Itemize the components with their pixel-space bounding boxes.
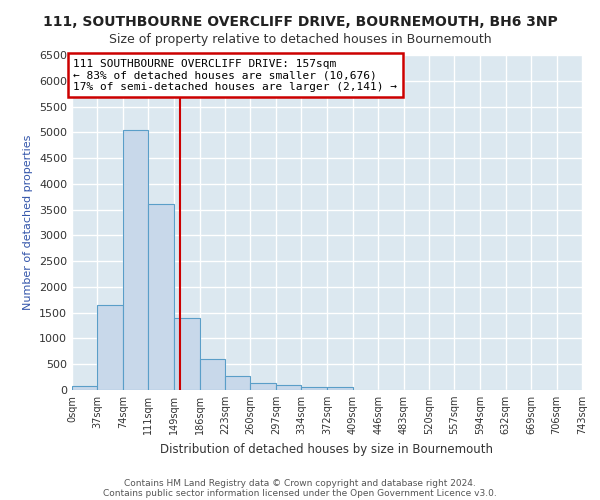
Bar <box>200 359 225 390</box>
Text: Size of property relative to detached houses in Bournemouth: Size of property relative to detached ho… <box>109 32 491 46</box>
Y-axis label: Number of detached properties: Number of detached properties <box>23 135 34 310</box>
Bar <box>225 376 250 390</box>
Text: Contains HM Land Registry data © Crown copyright and database right 2024.: Contains HM Land Registry data © Crown c… <box>124 478 476 488</box>
Bar <box>301 386 328 390</box>
Bar <box>250 383 276 390</box>
Text: 111, SOUTHBOURNE OVERCLIFF DRIVE, BOURNEMOUTH, BH6 3NP: 111, SOUTHBOURNE OVERCLIFF DRIVE, BOURNE… <box>43 15 557 29</box>
Bar <box>97 305 123 390</box>
X-axis label: Distribution of detached houses by size in Bournemouth: Distribution of detached houses by size … <box>161 442 493 456</box>
Text: Contains public sector information licensed under the Open Government Licence v3: Contains public sector information licen… <box>103 488 497 498</box>
Bar <box>148 204 174 390</box>
Bar <box>276 386 301 390</box>
Bar <box>72 386 97 390</box>
Bar <box>328 386 353 390</box>
Text: 111 SOUTHBOURNE OVERCLIFF DRIVE: 157sqm
← 83% of detached houses are smaller (10: 111 SOUTHBOURNE OVERCLIFF DRIVE: 157sqm … <box>73 58 397 92</box>
Bar <box>174 318 200 390</box>
Bar <box>123 130 148 390</box>
